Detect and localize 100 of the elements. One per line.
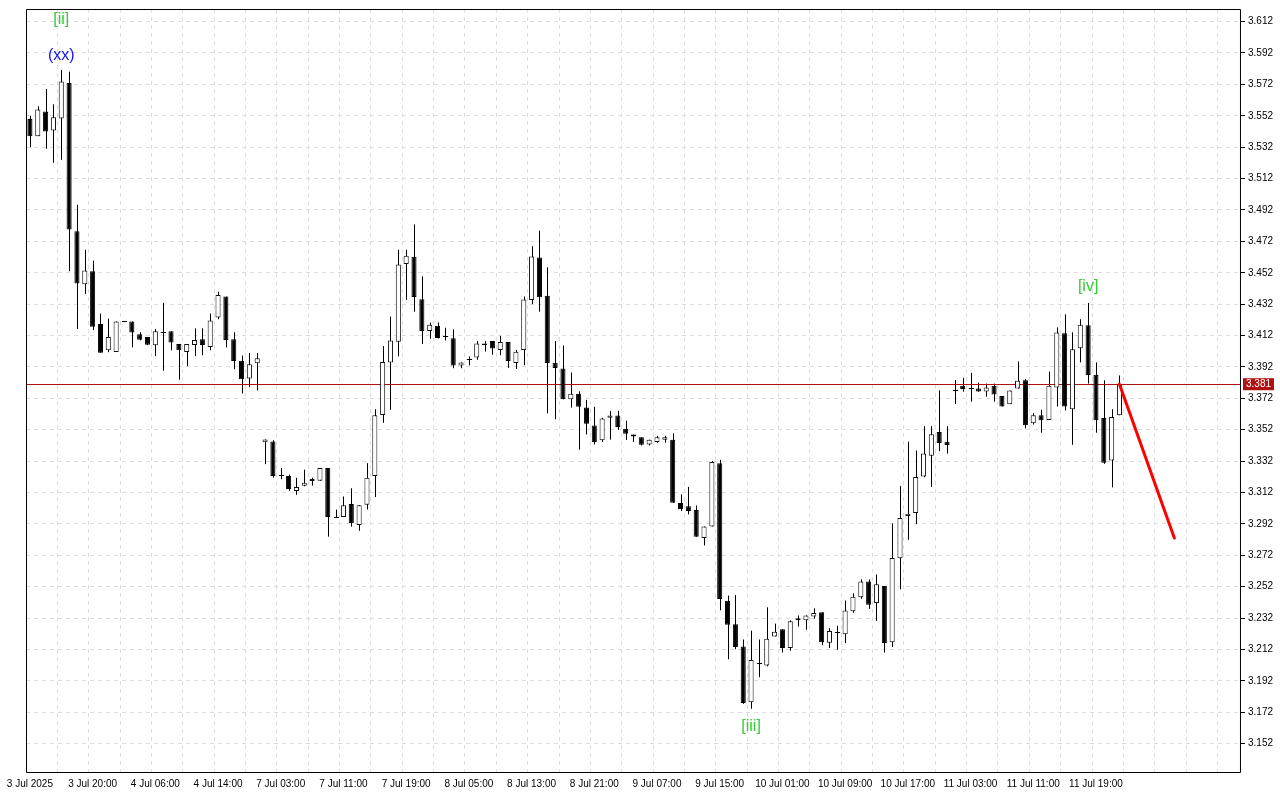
candlestick [552,340,558,420]
candlestick [129,320,135,348]
candlestick [576,390,582,451]
candlestick [184,343,190,367]
candlestick [403,249,409,301]
candlestick [1015,360,1021,390]
y-tick-label: 3.332 [1247,454,1274,466]
candlestick [842,600,848,644]
candlestick [873,574,880,622]
candlestick [834,625,841,651]
x-tick-label: 4 Jul 06:00 [130,777,181,789]
candlestick [105,318,111,353]
candlestick [474,340,480,361]
candlestick [826,627,832,649]
x-tick-label: 7 Jul 03:00 [256,777,306,789]
y-tick-label: 3.452 [1247,266,1274,278]
candlestick [1038,409,1044,434]
y-tick-label: 3.352 [1247,423,1274,435]
y-tick-label: 3.272 [1247,549,1274,561]
annotation: (xx) [47,46,75,64]
candlestick [246,352,252,388]
candlestick [968,372,975,403]
candlestick [920,425,927,478]
y-tick-label: 3.172 [1247,706,1274,718]
candlestick [928,425,934,488]
candlestick [191,327,198,357]
y-tick-label: 3.152 [1247,737,1274,749]
x-tick-label: 11 Jul 03:00 [943,777,998,789]
candlestick [387,316,394,411]
candlestick [623,420,629,441]
x-tick-label: 11 Jul 11:00 [1006,777,1061,789]
x-tick-label: 10 Jul 17:00 [880,777,936,789]
candlestick [607,410,613,441]
candlestick [215,291,221,320]
ref-line-label: 3.381 [1245,377,1272,389]
candlestick [591,406,597,446]
candlestick [231,331,237,370]
y-tick-label: 3.292 [1247,517,1274,529]
y-tick-label: 3.472 [1247,235,1274,247]
y-tick-label: 3.372 [1247,392,1274,404]
y-tick-label: 3.432 [1247,297,1274,309]
candlestick [858,578,864,600]
x-tick-label: 8 Jul 05:00 [444,777,494,789]
x-tick-label: 3 Jul 20:00 [68,777,118,789]
candlestick [1077,318,1083,363]
candlestick [944,425,950,455]
candlestick [756,639,763,678]
annotation: [ii] [53,10,70,28]
candlestick [199,327,205,356]
candlestick [599,417,605,443]
y-tick-label: 3.232 [1247,611,1274,623]
candlestick [176,343,182,381]
candlestick [356,504,362,532]
y-tick-label: 3.212 [1247,643,1274,655]
x-tick-label: 7 Jul 11:00 [319,777,368,789]
y-tick-label: 3.592 [1247,46,1274,58]
x-tick-label: 7 Jul 19:00 [381,777,432,789]
y-tick-label: 3.532 [1247,140,1274,152]
x-tick-label: 10 Jul 09:00 [817,777,873,789]
x-tick-label: 10 Jul 01:00 [755,777,811,789]
y-tick-label: 3.312 [1247,486,1274,498]
candlestick [952,379,959,405]
y-tick-label: 3.612 [1247,15,1274,27]
y-tick-label: 3.492 [1247,203,1274,215]
y-tick-label: 3.252 [1247,580,1274,592]
y-tick-label: 3.572 [1247,78,1274,90]
candlestick [497,335,503,356]
y-tick-label: 3.192 [1247,674,1274,686]
x-tick-label: 9 Jul 15:00 [695,777,745,789]
x-tick-label: 8 Jul 13:00 [507,777,557,789]
y-tick-label: 3.552 [1247,109,1274,121]
candlestick [513,349,519,370]
candlestick [850,592,856,614]
annotation: [iv] [1077,277,1099,295]
candlestick [348,487,354,528]
candlestick [239,354,245,394]
y-tick-label: 3.392 [1247,360,1274,372]
candlestick [685,486,691,515]
candlestick [160,302,167,372]
candlestick [43,88,49,150]
candlestick [278,467,285,480]
candlestick [262,438,268,465]
candlestick [583,399,589,435]
candlestick [615,410,621,431]
candlestick [866,578,872,610]
candlestick [732,594,738,650]
candlestick [725,595,731,660]
candlestick [152,328,158,357]
x-tick-label: 11 Jul 19:00 [1069,777,1124,789]
y-tick-label: 3.512 [1247,172,1274,184]
x-tick-label: 4 Jul 14:00 [193,777,243,789]
annotation: [iii] [741,717,761,735]
candlestick [82,249,88,295]
x-tick-label: 8 Jul 21:00 [569,777,620,789]
y-tick-label: 3.412 [1247,329,1274,341]
x-tick-label: 3 Jul 2025 [6,777,54,789]
candlestick [50,103,56,164]
candlestick [936,389,942,452]
candlestick [254,352,260,391]
x-tick-label: 9 Jul 07:00 [632,777,682,789]
